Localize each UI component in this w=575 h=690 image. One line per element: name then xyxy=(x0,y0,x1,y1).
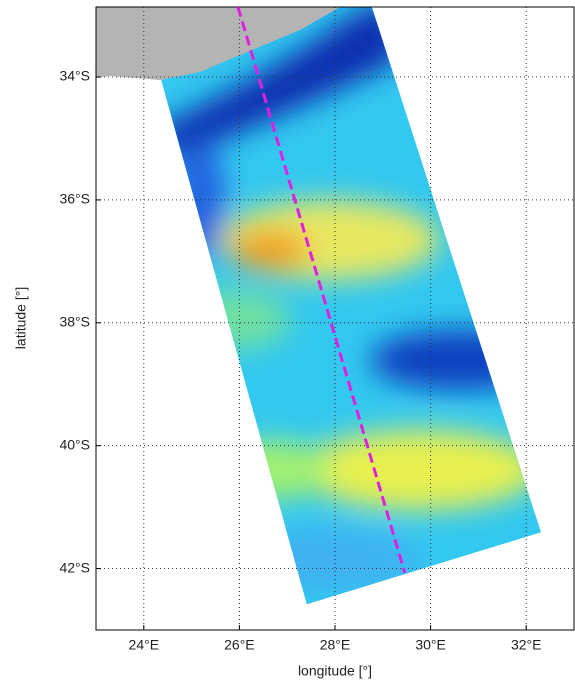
x-axis-label: longitude [°] xyxy=(298,663,372,679)
y-tick-label: 38°S xyxy=(59,314,90,330)
y-tick-label: 42°S xyxy=(59,559,90,575)
y-tick-label: 36°S xyxy=(59,191,90,207)
y-axis-label: latitude [°] xyxy=(13,287,29,349)
x-tick-label: 28°E xyxy=(320,637,351,653)
x-tick-label: 26°E xyxy=(224,637,255,653)
x-tick-label: 24°E xyxy=(129,637,160,653)
map-figure: longitude [°] latitude [°] 24°E 26°E 28°E 3… xyxy=(0,0,575,690)
y-tick-label: 34°S xyxy=(59,68,90,84)
y-tick-label: 40°S xyxy=(59,436,90,452)
x-tick-label: 32°E xyxy=(511,637,542,653)
x-tick-label: 30°E xyxy=(415,637,446,653)
